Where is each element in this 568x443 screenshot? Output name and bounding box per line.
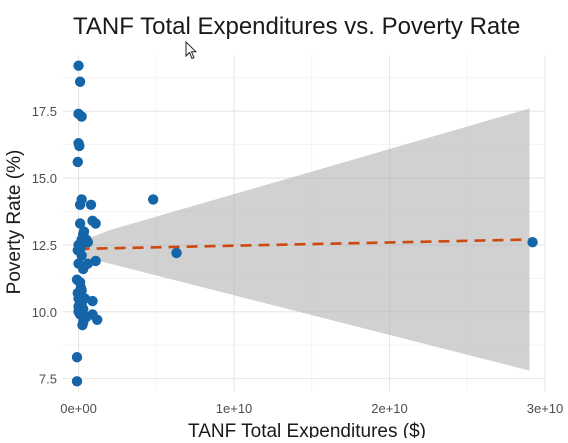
regression-fit-line	[78, 238, 530, 251]
x-axis-title: TANF Total Expenditures ($)	[188, 421, 426, 438]
x-tick-label: 2e+10	[371, 401, 408, 416]
y-tick-label: 10.0	[32, 305, 57, 320]
data-point	[74, 218, 86, 229]
data-point	[171, 247, 182, 259]
data-point	[76, 250, 87, 261]
data-point	[74, 199, 86, 210]
confidence-band	[78, 108, 530, 371]
y-tick-label: 15.0	[32, 171, 57, 186]
data-point	[78, 263, 89, 275]
y-tick-label: 7.5	[39, 372, 57, 387]
data-point	[72, 156, 83, 168]
data-point	[147, 194, 159, 205]
confidence-band-layer	[78, 108, 530, 371]
mouse-cursor-icon	[185, 41, 197, 60]
data-points	[71, 60, 538, 387]
x-tick-label: 3e+10	[527, 401, 564, 416]
data-point	[90, 218, 101, 229]
y-axis-title: Poverty Rate (%)	[4, 150, 25, 295]
chart-title: TANF Total Expenditures vs. Poverty Rate	[73, 13, 520, 40]
data-point	[74, 76, 86, 87]
fit-line-layer	[78, 238, 530, 251]
x-tick-label: 0e+00	[60, 401, 97, 416]
data-point	[73, 60, 84, 71]
data-point	[87, 295, 98, 307]
data-point	[85, 199, 97, 210]
data-point	[74, 140, 85, 152]
data-point	[71, 376, 83, 387]
data-point	[92, 314, 103, 325]
x-tick-label: 1e+10	[216, 401, 253, 416]
tick-labels: 0e+00 1e+10 2e+10 3e+10 7.5 10.0 12.5 15.0 17.5	[32, 104, 564, 416]
y-tick-label: 17.5	[32, 104, 57, 119]
data-point	[77, 319, 88, 331]
data-point	[527, 237, 538, 248]
y-tick-label: 12.5	[32, 238, 57, 253]
data-point	[76, 111, 87, 122]
data-point	[71, 352, 83, 363]
